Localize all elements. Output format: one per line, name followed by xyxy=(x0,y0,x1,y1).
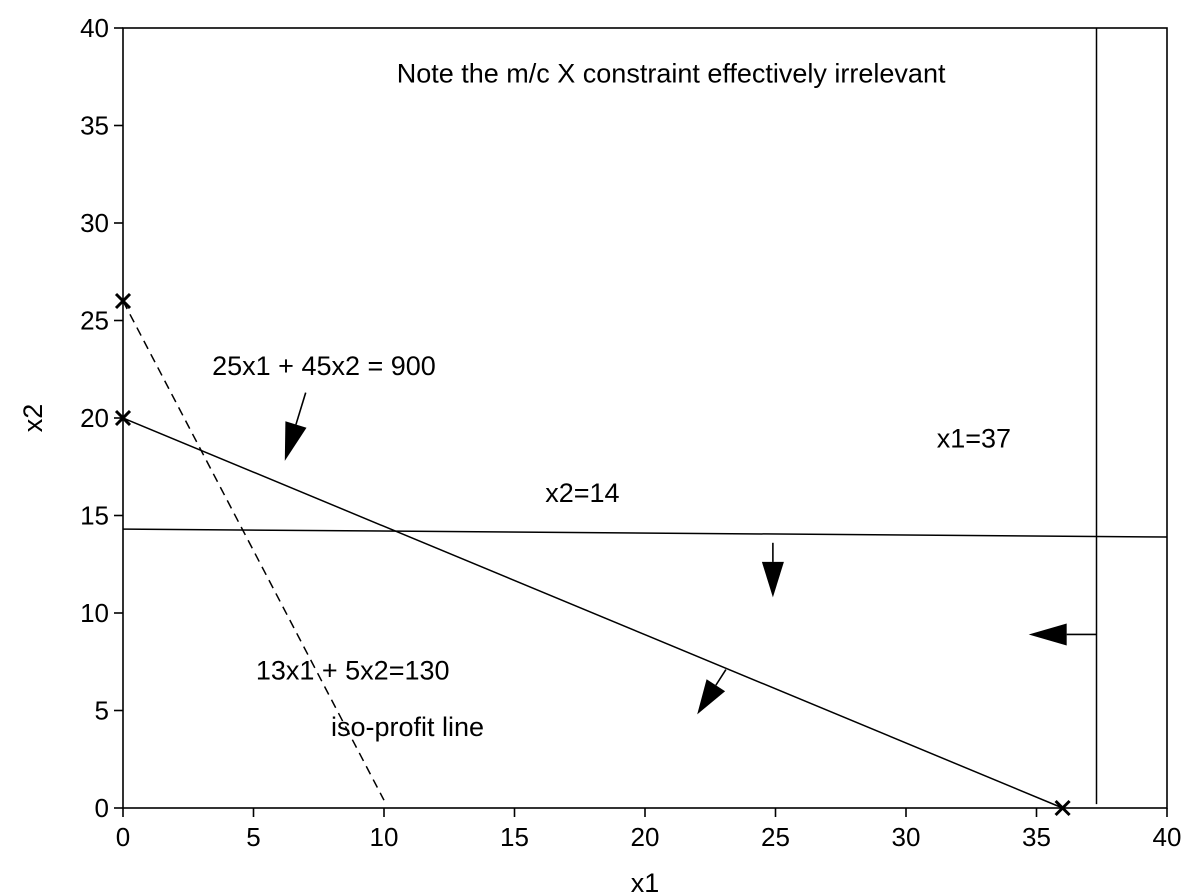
annotation-label: 25x1 + 45x2 = 900 xyxy=(212,351,436,381)
y-tick-label: 5 xyxy=(95,696,109,726)
y-tick-label: 0 xyxy=(95,793,109,823)
x-tick-label: 20 xyxy=(631,822,660,852)
series-line-1 xyxy=(122,417,1063,809)
x-tick-label: 30 xyxy=(892,822,921,852)
x-axis-ticks: 0 5 10 15 20 25 30 35 40 xyxy=(116,808,1182,852)
constraint-arrow-3 xyxy=(697,669,727,715)
x-tick-label: 35 xyxy=(1022,822,1051,852)
y-tick-label: 30 xyxy=(80,208,109,238)
x-tick-label: 25 xyxy=(761,822,790,852)
series-line-2 xyxy=(122,528,1168,538)
annotation-label: x1=37 xyxy=(937,423,1011,453)
y-axis-title: x2 xyxy=(18,404,48,433)
y-tick-label: 20 xyxy=(80,403,109,433)
x-tick-label: 40 xyxy=(1153,822,1182,852)
constraint-arrow-1 xyxy=(284,392,307,461)
annotation-label: x2=14 xyxy=(545,478,619,508)
x-tick-label: 15 xyxy=(500,822,529,852)
annotation-label: Note the m/c X constraint effectively ir… xyxy=(397,59,946,89)
x-tick-label: 10 xyxy=(370,822,399,852)
x-tick-label: 5 xyxy=(246,822,260,852)
y-tick-label: 15 xyxy=(80,501,109,531)
x-axis-title: x1 xyxy=(631,868,660,896)
constraint-arrow-2 xyxy=(761,542,784,598)
plot-annotations: Note the m/c X constraint effectively ir… xyxy=(212,59,1011,742)
plot-arrows xyxy=(284,392,1097,715)
y-tick-label: 35 xyxy=(80,111,109,141)
y-tick-label: 40 xyxy=(80,13,109,43)
constraint-arrow-4 xyxy=(1028,623,1097,646)
y-axis-ticks: 0 5 10 15 20 25 30 35 40 xyxy=(80,13,123,823)
series-line-4 xyxy=(122,300,385,801)
annotation-label: 13x1 + 5x2=130 xyxy=(256,655,450,685)
y-tick-label: 25 xyxy=(80,306,109,336)
annotation-label: iso-profit line xyxy=(331,712,484,742)
y-tick-label: 10 xyxy=(80,598,109,628)
x-tick-label: 0 xyxy=(116,822,130,852)
plot-lines xyxy=(122,28,1168,809)
